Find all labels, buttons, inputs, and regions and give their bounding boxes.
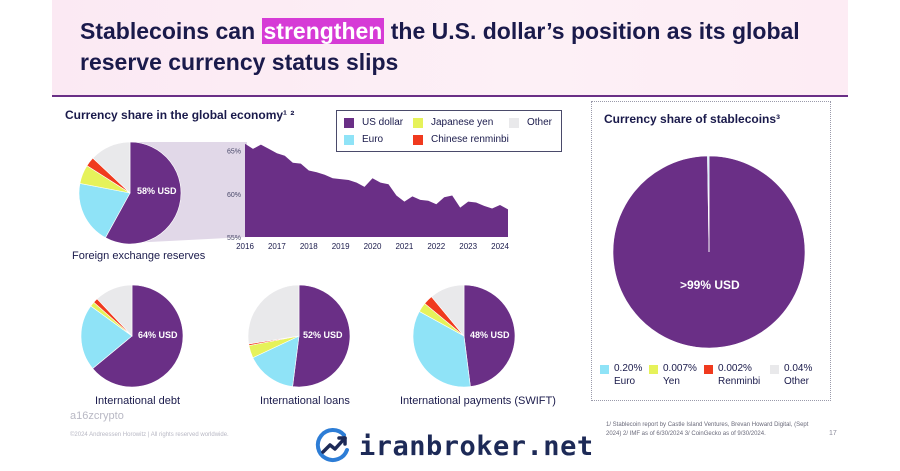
- header-divider: [52, 95, 848, 97]
- legend-label-usd: US dollar: [362, 117, 404, 128]
- x-tick-label: 2023: [459, 242, 477, 251]
- right-panel-heading: Currency share of stablecoins³: [604, 112, 781, 126]
- pie-slice-euro: [78, 183, 131, 239]
- area-usd-share: [245, 143, 508, 237]
- slide-title: Stablecoins can strengthen the U.S. doll…: [80, 16, 840, 78]
- pie-stablecoins: [612, 155, 806, 349]
- legend-item-rmb: Chinese renminbi: [413, 134, 509, 145]
- legend-swatch-euro: [344, 134, 354, 145]
- y-tick-label: 55%: [227, 235, 241, 242]
- pie-international-debt: [80, 284, 184, 388]
- legend-label-other: Other: [527, 117, 553, 128]
- x-tick-label: 2016: [236, 242, 254, 251]
- pie-fx-reserves-center-label: 58% USD: [137, 186, 177, 196]
- y-tick-label: 65%: [227, 149, 241, 156]
- stable-legend-swatch-yen: [649, 365, 658, 374]
- y-tick-label: 60%: [227, 192, 241, 199]
- x-tick-label: 2022: [427, 242, 445, 251]
- title-part-1: Stablecoins can: [80, 18, 262, 44]
- left-panel-heading: Currency share in the global economy¹ ²: [65, 108, 295, 122]
- pie-slice-euro: [252, 335, 300, 387]
- pie-slice-usd: [92, 284, 184, 388]
- stable-legend-swatch-euro: [600, 365, 609, 374]
- x-tick-label: 2019: [332, 242, 350, 251]
- watermark: iranbroker.net: [313, 424, 603, 468]
- x-tick-label: 2020: [364, 242, 382, 251]
- legend-label-yen: Japanese yen: [431, 117, 494, 128]
- stable-legend-name-other: Other: [784, 376, 810, 387]
- footnote: 1/ Stablecoin report by Castle Island Ve…: [606, 422, 809, 437]
- pie-slice-other: [247, 284, 300, 345]
- stable-legend-name-euro: Euro: [614, 376, 636, 387]
- legend-swatch-other: [509, 117, 519, 128]
- stable-legend-swatch-other: [770, 365, 779, 374]
- title-highlight: strengthen: [261, 18, 385, 44]
- footer-brand: a16zcrypto: [70, 410, 124, 422]
- pie-slice-usd: [105, 141, 182, 245]
- currency-legend: US dollar Japanese yen Other Euro Chines…: [336, 110, 562, 152]
- pie-international-loans-center-label: 52% USD: [303, 330, 343, 340]
- pie-stablecoins-center-label: >99% USD: [680, 278, 740, 292]
- pie-slice-usd: [463, 284, 516, 387]
- pie-slice-other: [431, 284, 465, 337]
- pie-slice-euro: [80, 305, 133, 369]
- header-banner: [52, 0, 848, 96]
- watermark-chart-logo-icon: [315, 428, 349, 463]
- pie-international-loans: [247, 284, 351, 388]
- legend-swatch-usd: [344, 117, 354, 128]
- stable-legend-value-yen: 0.007%: [663, 363, 697, 374]
- x-tick-label: 2018: [300, 242, 318, 251]
- x-tick-label: 2021: [395, 242, 413, 251]
- pie-international-payments-center-label: 48% USD: [470, 330, 510, 340]
- stable-legend-name-yen: Yen: [663, 376, 680, 387]
- legend-swatch-rmb: [413, 134, 423, 145]
- stable-legend-swatch-rmb: [704, 365, 713, 374]
- pie-international-debt-caption: International debt: [95, 395, 181, 407]
- pie-fx-reserves-caption: Foreign exchange reserves: [72, 250, 206, 262]
- legend-label-euro: Euro: [362, 134, 384, 145]
- title-part-2: the U.S. dollar’s position as its global…: [80, 18, 800, 75]
- footer-copyright: ©2024 Andreessen Horowitz | All rights r…: [70, 432, 229, 438]
- legend-label-rmb: Chinese renminbi: [431, 134, 509, 145]
- legend-item-euro: Euro: [344, 134, 383, 145]
- pie-fx-reserves: [78, 141, 182, 245]
- pie-international-debt-center-label: 64% USD: [138, 330, 178, 340]
- stable-legend-value-other: 0.04%: [784, 363, 813, 374]
- pie-slice-usd: [292, 284, 351, 388]
- stable-legend-value-rmb: 0.002%: [718, 363, 752, 374]
- x-tick-label: 2024: [491, 242, 509, 251]
- pie-international-payments: [412, 284, 516, 388]
- page-number: 17: [829, 430, 837, 437]
- x-tick-label: 2017: [268, 242, 286, 251]
- legend-item-other: Other: [509, 117, 552, 128]
- pie-slice-other: [96, 284, 133, 337]
- stable-legend-name-rmb: Renminbi: [718, 376, 761, 387]
- pie-slice-other: [92, 141, 131, 194]
- legend-item-yen: Japanese yen: [413, 117, 493, 128]
- legend-swatch-yen: [413, 117, 423, 128]
- pie-slice-euro: [412, 311, 471, 388]
- pie-international-payments-caption: International payments (SWIFT): [400, 395, 556, 407]
- watermark-text: iranbroker.net: [359, 430, 594, 462]
- pie-international-loans-caption: International loans: [260, 395, 350, 407]
- stable-legend-value-euro: 0.20%: [614, 363, 643, 374]
- legend-item-usd: US dollar: [344, 117, 403, 128]
- stablecoin-panel: [591, 101, 831, 401]
